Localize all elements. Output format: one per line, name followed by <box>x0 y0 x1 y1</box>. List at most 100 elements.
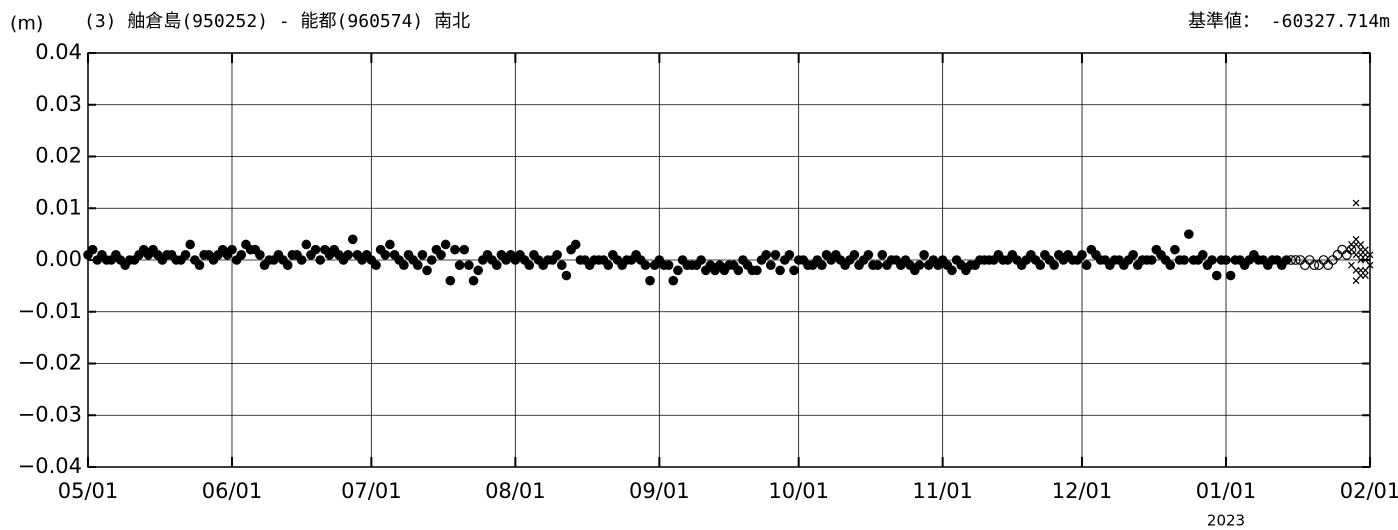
point <box>561 270 572 281</box>
point <box>556 260 567 270</box>
x-tick-label: 05/01 <box>58 479 119 503</box>
point <box>1221 255 1231 265</box>
point <box>784 250 795 260</box>
reference-value: 基準値： -60327.714m <box>1188 11 1390 32</box>
point <box>87 244 98 255</box>
point <box>849 250 860 260</box>
point <box>1197 250 1208 260</box>
point <box>1225 270 1236 281</box>
point <box>1146 255 1157 265</box>
point <box>1366 261 1374 269</box>
point <box>385 239 395 250</box>
point <box>1179 255 1190 265</box>
point <box>1035 260 1046 270</box>
point <box>1309 260 1320 271</box>
point <box>914 260 925 270</box>
y-unit: (m) <box>10 13 43 35</box>
point <box>296 255 307 265</box>
point <box>919 250 929 260</box>
point <box>301 239 312 250</box>
point <box>696 255 706 265</box>
point <box>194 260 205 270</box>
point <box>789 265 799 276</box>
point <box>343 250 353 260</box>
point <box>1207 255 1217 265</box>
point <box>412 260 423 270</box>
point <box>1361 272 1369 279</box>
point <box>440 239 451 250</box>
point <box>468 275 479 286</box>
point <box>766 260 776 270</box>
point <box>399 260 409 270</box>
point <box>1077 250 1087 260</box>
point <box>863 250 874 260</box>
point <box>1170 244 1180 255</box>
x-tick-label: 07/01 <box>341 479 402 503</box>
point <box>1352 199 1360 207</box>
point <box>422 265 432 276</box>
point <box>347 234 358 245</box>
point <box>733 265 744 276</box>
point <box>877 250 888 260</box>
point <box>947 265 957 276</box>
point <box>1366 251 1374 259</box>
point <box>255 250 265 260</box>
point <box>817 260 827 270</box>
point <box>552 250 562 260</box>
point <box>227 244 237 255</box>
point <box>459 244 470 255</box>
point <box>645 275 655 286</box>
point <box>673 265 683 276</box>
x-tick-label: 10/01 <box>768 479 829 503</box>
x-tick-label: 02/01 <box>1340 479 1398 503</box>
point <box>1211 270 1222 281</box>
point <box>1332 249 1343 260</box>
y-tick-label: −0.02 <box>18 351 82 375</box>
point <box>1165 260 1176 270</box>
point <box>603 260 614 270</box>
point <box>454 260 465 270</box>
point <box>1323 260 1334 271</box>
point <box>380 250 391 260</box>
point <box>473 265 483 276</box>
year-label: 2023 <box>1207 512 1245 530</box>
y-tick-label: 0.01 <box>35 195 82 219</box>
point <box>1184 229 1194 239</box>
point <box>872 260 883 270</box>
y-tick-label: −0.01 <box>18 299 82 323</box>
point <box>775 265 785 276</box>
point <box>1337 244 1348 255</box>
point <box>445 275 456 286</box>
point <box>310 244 321 255</box>
point <box>570 239 581 250</box>
y-tick-label: 0.00 <box>35 247 82 271</box>
point <box>663 260 674 270</box>
point <box>426 255 437 265</box>
point <box>1286 255 1296 265</box>
point <box>1300 260 1310 271</box>
point <box>761 250 771 260</box>
point <box>315 255 326 265</box>
point <box>436 250 446 260</box>
y-tick-label: 0.02 <box>35 144 82 168</box>
y-tick-label: −0.03 <box>18 402 82 426</box>
x-tick-label: 01/01 <box>1196 479 1257 503</box>
x-tick-label: 11/01 <box>912 479 973 503</box>
point <box>464 260 474 270</box>
point <box>1128 250 1138 260</box>
point <box>1081 260 1092 270</box>
x-tick-label: 12/01 <box>1052 479 1113 503</box>
point <box>524 260 535 270</box>
chart-title: (3) 舳倉島(950252) - 能都(960574) 南北 <box>84 11 470 32</box>
point <box>640 260 651 270</box>
point <box>185 239 195 250</box>
x-tick-label: 08/01 <box>485 479 546 503</box>
point <box>282 260 293 270</box>
point <box>371 260 381 270</box>
x-tick-label: 09/01 <box>629 479 690 503</box>
x-tick-label: 06/01 <box>202 479 263 503</box>
point <box>450 244 460 255</box>
y-tick-label: 0.04 <box>35 40 82 64</box>
point <box>1049 260 1059 270</box>
